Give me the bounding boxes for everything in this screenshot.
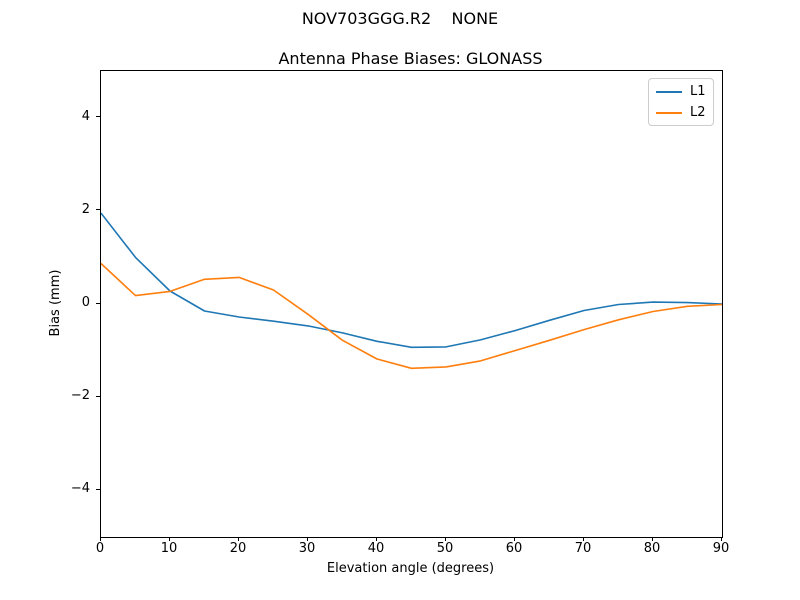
x-tick-label: 0 [95,541,105,556]
x-tick-label: 80 [643,541,661,556]
x-tick-label: 20 [229,541,247,556]
y-tick-mark [96,302,100,304]
x-tick-mark [237,537,239,541]
y-axis-label: Bias (mm) [48,269,63,337]
x-tick-mark [306,537,308,541]
x-tick-label: 60 [505,541,523,556]
legend-entry-l1: L1 [656,85,706,98]
legend-label-l1: L1 [690,84,706,99]
series-line-l2 [101,262,722,370]
x-tick-label: 10 [160,541,178,556]
plot-area [100,70,723,538]
legend-entry-l2: L2 [656,106,706,119]
x-tick-mark [168,537,170,541]
figure-suptitle: NOV703GGG.R2 NONE [301,9,499,28]
series-line-l1 [101,212,722,349]
chart-canvas [101,212,722,370]
y-tick-label: 0 [81,295,90,310]
x-tick-label: 70 [574,541,592,556]
x-tick-mark [513,537,515,541]
x-tick-label: 90 [712,541,730,556]
x-tick-mark [444,537,446,541]
l2-line-swatch [656,111,682,114]
x-tick-mark [582,537,584,541]
y-tick-mark [96,116,100,118]
l1-line-swatch [656,90,682,93]
y-tick-mark [96,488,100,490]
chart-title: Antenna Phase Biases: GLONASS [278,49,543,68]
x-tick-mark [375,537,377,541]
y-tick-label: 2 [81,201,90,217]
y-tick-label: −4 [70,481,90,497]
x-tick-label: 50 [436,541,454,556]
y-tick-label: −2 [70,388,90,404]
x-tick-mark [651,537,653,541]
legend-label-l2: L2 [690,105,706,120]
x-tick-mark [720,537,722,541]
x-tick-mark [99,537,101,541]
legend: L1 L2 [648,78,714,126]
x-tick-label: 30 [298,541,316,556]
y-tick-mark [96,395,100,397]
x-axis-label: Elevation angle (degrees) [326,561,495,576]
y-tick-label: 4 [81,108,90,124]
y-tick-mark [96,209,100,211]
x-tick-label: 40 [367,541,385,556]
